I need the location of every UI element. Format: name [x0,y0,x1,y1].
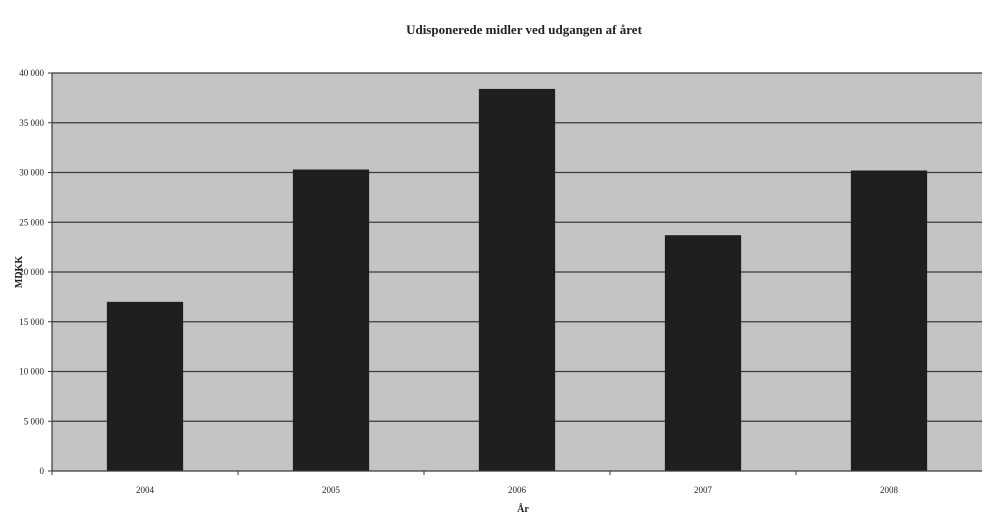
y-tick-labels: 0 5 000 10 000 15 000 20 000 25 000 30 000 35 0… [19,68,44,476]
y-tick-label: 35 000 [19,118,44,128]
bar-2005 [292,169,370,471]
x-tick-labels: 2004 2005 2006 2007 2008 [136,485,899,495]
bar-2007 [664,235,742,471]
x-tick-label: 2007 [694,485,713,495]
y-axis-label: MDKK [14,256,25,288]
axes [48,72,982,475]
y-tick-label: 5 000 [24,416,45,426]
x-tick-label: 2004 [136,485,155,495]
bar-2006 [478,88,556,472]
x-tick-label: 2008 [880,485,899,495]
y-tick-label: 30 000 [19,168,44,178]
chart-title: Udisponerede midler ved udgangen af året [406,22,642,37]
bar-2008 [850,170,928,471]
y-tick-label: 40 000 [19,68,44,78]
y-tick-label: 25 000 [19,217,44,227]
x-tick-label: 2006 [508,485,527,495]
bar-2004 [106,301,184,471]
y-tick-label: 0 [40,466,45,476]
bars [106,88,928,472]
x-tick-label: 2005 [322,485,341,495]
x-axis-label: År [517,503,529,515]
y-tick-label: 20 000 [19,267,44,277]
y-tick-label: 10 000 [19,367,44,377]
y-tick-label: 15 000 [19,317,44,327]
